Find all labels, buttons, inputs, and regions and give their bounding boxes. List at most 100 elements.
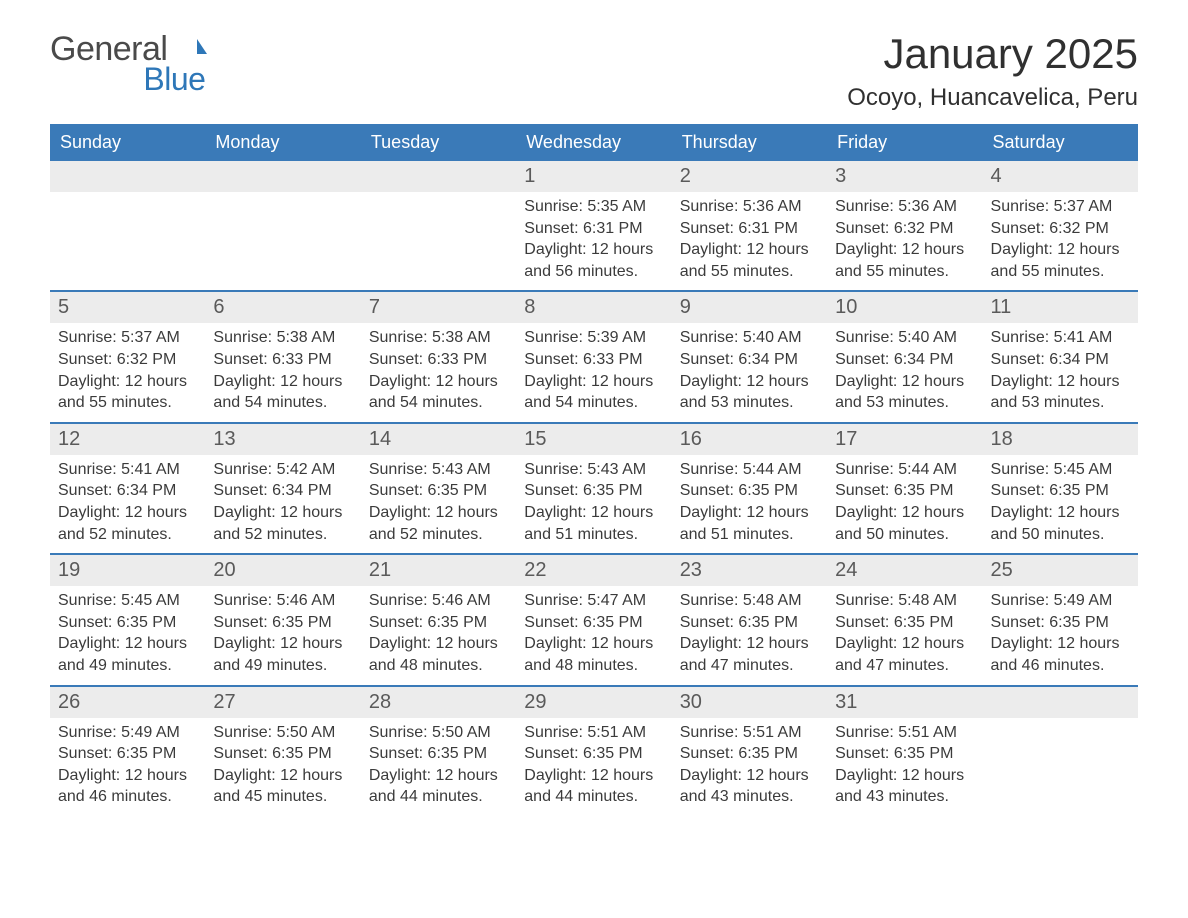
day-number: 16: [680, 428, 702, 450]
daylight-text: Daylight: 12 hours and 53 minutes.: [680, 371, 819, 414]
day-number: 13: [213, 428, 235, 450]
sunset-text: Sunset: 6:33 PM: [213, 349, 352, 371]
sunset-text: Sunset: 6:35 PM: [213, 743, 352, 765]
day-body: Sunrise: 5:51 AMSunset: 6:35 PMDaylight:…: [672, 718, 827, 816]
day-number-row: 4: [983, 161, 1138, 192]
sunrise-text: Sunrise: 5:38 AM: [213, 327, 352, 349]
day-number-row: 14: [361, 424, 516, 455]
day-number-row: 18: [983, 424, 1138, 455]
daylight-text: Daylight: 12 hours and 50 minutes.: [991, 502, 1130, 545]
daylight-text: Daylight: 12 hours and 52 minutes.: [58, 502, 197, 545]
sunset-text: Sunset: 6:35 PM: [680, 480, 819, 502]
flag-icon: [171, 36, 207, 63]
daylight-text: Daylight: 12 hours and 55 minutes.: [991, 239, 1130, 282]
sunset-text: Sunset: 6:35 PM: [835, 612, 974, 634]
calendar-day: [983, 687, 1138, 816]
sunrise-text: Sunrise: 5:50 AM: [213, 722, 352, 744]
sunset-text: Sunset: 6:31 PM: [524, 218, 663, 240]
day-number: 31: [835, 691, 857, 713]
page-title: January 2025: [847, 30, 1138, 78]
day-body: Sunrise: 5:37 AMSunset: 6:32 PMDaylight:…: [50, 323, 205, 421]
calendar-day: 30Sunrise: 5:51 AMSunset: 6:35 PMDayligh…: [672, 687, 827, 816]
calendar-day: [361, 161, 516, 290]
calendar-day: 22 Sunrise: 5:47 AMSunset: 6:35 PMDayligh…: [516, 555, 671, 684]
sunset-text: Sunset: 6:32 PM: [58, 349, 197, 371]
sunset-text: Sunset: 6:35 PM: [58, 612, 197, 634]
day-number-row: 19: [50, 555, 205, 586]
sunrise-text: Sunrise: 5:51 AM: [680, 722, 819, 744]
day-body: Sunrise: 5:43 AMSunset: 6:35 PMDaylight:…: [361, 455, 516, 553]
day-number: 4: [991, 165, 1002, 187]
sunrise-text: Sunrise: 5:36 AM: [835, 196, 974, 218]
title-block: January 2025 Ocoyo, Huancavelica, Peru: [847, 30, 1138, 112]
daylight-text: Daylight: 12 hours and 54 minutes.: [524, 371, 663, 414]
calendar-day: 25Sunrise: 5:49 AMSunset: 6:35 PMDayligh…: [983, 555, 1138, 684]
calendar-day: 21Sunrise: 5:46 AMSunset: 6:35 PMDayligh…: [361, 555, 516, 684]
sunrise-text: Sunrise: 5:35 AM: [524, 196, 663, 218]
sunrise-text: Sunrise: 5:40 AM: [680, 327, 819, 349]
daylight-text: Daylight: 12 hours and 48 minutes.: [369, 633, 508, 676]
sunset-text: Sunset: 6:35 PM: [835, 743, 974, 765]
calendar-day: 12Sunrise: 5:41 AMSunset: 6:34 PMDayligh…: [50, 424, 205, 553]
calendar-day: 1Sunrise: 5:35 AMSunset: 6:31 PMDaylight…: [516, 161, 671, 290]
day-number: 6: [213, 296, 224, 318]
day-number: 14: [369, 428, 391, 450]
day-body: Sunrise: 5:47 AMSunset: 6:35 PMDaylight:…: [516, 586, 671, 684]
sunrise-text: Sunrise: 5:37 AM: [991, 196, 1130, 218]
sunset-text: Sunset: 6:35 PM: [680, 612, 819, 634]
calendar-day: 16Sunrise: 5:44 AMSunset: 6:35 PMDayligh…: [672, 424, 827, 553]
day-number: 22: [524, 559, 546, 581]
day-number-row: 30: [672, 687, 827, 718]
calendar-day: 8Sunrise: 5:39 AMSunset: 6:33 PMDaylight…: [516, 292, 671, 421]
daylight-text: Daylight: 12 hours and 54 minutes.: [369, 371, 508, 414]
day-number: 17: [835, 428, 857, 450]
day-number-row: 12: [50, 424, 205, 455]
sunrise-text: Sunrise: 5:39 AM: [524, 327, 663, 349]
calendar-day: 13Sunrise: 5:42 AMSunset: 6:34 PMDayligh…: [205, 424, 360, 553]
daylight-text: Daylight: 12 hours and 44 minutes.: [524, 765, 663, 808]
day-body: Sunrise: 5:45 AMSunset: 6:35 PMDaylight:…: [983, 455, 1138, 553]
day-body: Sunrise: 5:46 AMSunset: 6:35 PMDaylight:…: [361, 586, 516, 684]
daylight-text: Daylight: 12 hours and 49 minutes.: [213, 633, 352, 676]
daylight-text: Daylight: 12 hours and 46 minutes.: [991, 633, 1130, 676]
sunset-text: Sunset: 6:32 PM: [835, 218, 974, 240]
calendar-day: 27Sunrise: 5:50 AMSunset: 6:35 PMDayligh…: [205, 687, 360, 816]
sunset-text: Sunset: 6:34 PM: [680, 349, 819, 371]
daylight-text: Daylight: 12 hours and 43 minutes.: [680, 765, 819, 808]
day-number: 7: [369, 296, 380, 318]
sunset-text: Sunset: 6:35 PM: [991, 480, 1130, 502]
sunrise-text: Sunrise: 5:41 AM: [991, 327, 1130, 349]
day-number-row: 31: [827, 687, 982, 718]
sunrise-text: Sunrise: 5:42 AM: [213, 459, 352, 481]
sunrise-text: Sunrise: 5:49 AM: [991, 590, 1130, 612]
day-number: 23: [680, 559, 702, 581]
day-number-row: 8: [516, 292, 671, 323]
day-number: 15: [524, 428, 546, 450]
day-number-row: 20: [205, 555, 360, 586]
sunset-text: Sunset: 6:34 PM: [58, 480, 197, 502]
sunrise-text: Sunrise: 5:48 AM: [835, 590, 974, 612]
day-number-row: [50, 161, 205, 192]
sunset-text: Sunset: 6:35 PM: [369, 743, 508, 765]
sunrise-text: Sunrise: 5:43 AM: [524, 459, 663, 481]
day-number: 24: [835, 559, 857, 581]
day-number-row: 27: [205, 687, 360, 718]
day-number-row: 29: [516, 687, 671, 718]
day-number-row: 10: [827, 292, 982, 323]
dow-wednesday: Wednesday: [516, 124, 671, 161]
daylight-text: Daylight: 12 hours and 55 minutes.: [58, 371, 197, 414]
day-number: 11: [991, 296, 1012, 318]
calendar-day: 14 Sunrise: 5:43 AMSunset: 6:35 PMDayligh…: [361, 424, 516, 553]
day-number-row: 24: [827, 555, 982, 586]
day-body: Sunrise: 5:37 AMSunset: 6:32 PMDaylight:…: [983, 192, 1138, 290]
daylight-text: Daylight: 12 hours and 46 minutes.: [58, 765, 197, 808]
day-body: [50, 192, 205, 204]
sunset-text: Sunset: 6:34 PM: [991, 349, 1130, 371]
days-of-week-row: Sunday Monday Tuesday Wednesday Thursday…: [50, 124, 1138, 161]
sunset-text: Sunset: 6:31 PM: [680, 218, 819, 240]
sunrise-text: Sunrise: 5:48 AM: [680, 590, 819, 612]
calendar-day: 5Sunrise: 5:37 AMSunset: 6:32 PMDaylight…: [50, 292, 205, 421]
day-body: Sunrise: 5:50 AMSunset: 6:35 PMDaylight:…: [361, 718, 516, 816]
daylight-text: Daylight: 12 hours and 51 minutes.: [524, 502, 663, 545]
calendar: Sunday Monday Tuesday Wednesday Thursday…: [50, 124, 1138, 816]
